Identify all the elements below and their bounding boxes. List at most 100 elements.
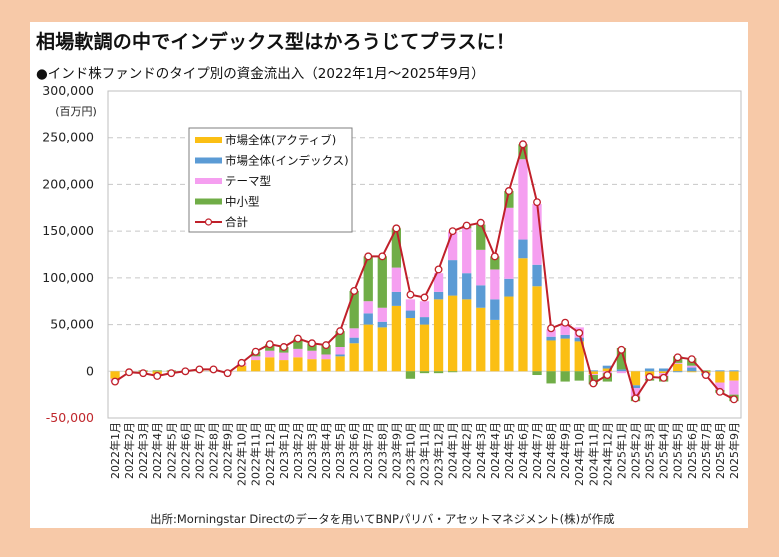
bar-segment — [715, 370, 725, 372]
bar-segment — [391, 228, 402, 268]
x-tick-label: 2023年11月 — [418, 422, 432, 486]
bar-segment — [602, 368, 613, 372]
total-point — [195, 365, 204, 374]
total-point — [209, 365, 218, 374]
total-point — [181, 367, 190, 376]
bar-segment — [701, 370, 711, 372]
bar-segment — [251, 356, 261, 361]
plot-area — [107, 90, 742, 419]
bar-segment — [363, 301, 373, 314]
bar-segment — [349, 343, 359, 372]
bar-segment — [546, 371, 556, 384]
bar-segment — [307, 350, 317, 360]
bar-segment — [518, 239, 528, 259]
bar-segment — [630, 371, 641, 386]
bar-segment — [560, 334, 570, 339]
bar-segment — [363, 324, 373, 372]
legend-label: 市場全体(アクティブ) — [225, 133, 336, 147]
total-point — [730, 395, 738, 404]
bar-segment — [433, 299, 444, 372]
x-tick-label: 2024年4月 — [488, 422, 502, 479]
bar-segment — [518, 258, 528, 372]
total-point — [308, 339, 316, 348]
x-tick-label: 2022年2月 — [122, 422, 136, 479]
bar-segment — [293, 338, 303, 349]
bar-segment — [391, 305, 402, 372]
bar-segment — [236, 365, 247, 372]
bar-segment — [293, 357, 303, 372]
legend-swatch — [195, 157, 222, 164]
bar-segment — [602, 365, 613, 369]
total-point — [237, 358, 246, 367]
bar-segment — [433, 291, 444, 300]
bar-segment — [560, 325, 570, 335]
bar-segment — [673, 362, 683, 364]
total-point — [279, 343, 288, 351]
x-tick-label: 2023年12月 — [432, 422, 446, 486]
bar-segment — [644, 368, 655, 372]
total-point — [547, 324, 556, 333]
x-tick-label: 2025年2月 — [629, 422, 643, 479]
bar-segment — [462, 273, 472, 300]
bar-segment — [546, 336, 556, 341]
bar-segment — [349, 337, 359, 344]
total-point — [533, 198, 541, 207]
bar-segment — [504, 207, 514, 279]
x-tick-label: 2024年9月 — [558, 422, 572, 479]
legend-label: 合計 — [225, 215, 248, 229]
total-point — [125, 368, 134, 377]
total-point — [322, 341, 330, 350]
bar-segment — [349, 328, 359, 338]
x-tick-label: 2022年6月 — [178, 422, 192, 479]
bar-segment — [405, 371, 416, 379]
x-tick-label: 2024年7月 — [530, 422, 544, 479]
bar-segment — [687, 371, 697, 373]
x-tick-label: 2024年5月 — [502, 422, 516, 479]
x-tick-label: 2022年5月 — [164, 422, 178, 479]
bar-segment — [391, 267, 402, 292]
x-tick-label: 2025年7月 — [699, 422, 713, 479]
bar-segment — [419, 301, 430, 318]
x-tick-label: 2022年8月 — [207, 422, 221, 479]
bar-segment — [377, 321, 387, 328]
total-point — [336, 327, 345, 336]
bar-segment — [279, 352, 289, 361]
x-tick-label: 2022年12月 — [263, 422, 277, 486]
total-point — [462, 221, 471, 230]
y-tick-label: 300,000 — [42, 83, 94, 98]
x-tick-label: 2025年3月 — [643, 422, 657, 479]
total-point — [364, 252, 373, 261]
bar-segment — [152, 370, 162, 372]
x-tick-label: 2024年6月 — [516, 422, 530, 479]
bar-segment — [462, 228, 472, 274]
x-tick-label: 2025年9月 — [727, 422, 741, 479]
x-tick-label: 2024年2月 — [460, 422, 474, 479]
bar-segment — [729, 371, 739, 381]
bar-segment — [616, 371, 627, 374]
bar-segment — [504, 278, 514, 297]
bar-segment — [630, 388, 641, 397]
bar-segment — [419, 317, 430, 325]
y-axis-unit: (百万円) — [55, 105, 97, 118]
x-tick-label: 2023年2月 — [291, 422, 305, 479]
x-tick-label: 2023年8月 — [375, 422, 389, 479]
total-point — [139, 369, 148, 378]
bar-segment — [335, 356, 345, 372]
total-point — [392, 224, 401, 233]
bar-segment — [490, 256, 500, 270]
bar-segment — [532, 286, 542, 372]
bar-segment — [687, 365, 697, 368]
legend-swatch — [195, 178, 222, 184]
total-point — [167, 369, 176, 378]
total-line — [111, 140, 738, 404]
total-point — [476, 218, 485, 227]
bar-segment — [335, 354, 345, 357]
x-tick-label: 2023年3月 — [305, 422, 319, 479]
x-tick-label: 2022年7月 — [192, 422, 206, 479]
legend-label: 市場全体(インデックス) — [225, 154, 349, 168]
total-point — [504, 187, 513, 195]
bar-segment — [673, 363, 683, 372]
total-point — [715, 387, 724, 396]
bar-segment — [574, 371, 584, 381]
bar-segment — [447, 371, 458, 373]
